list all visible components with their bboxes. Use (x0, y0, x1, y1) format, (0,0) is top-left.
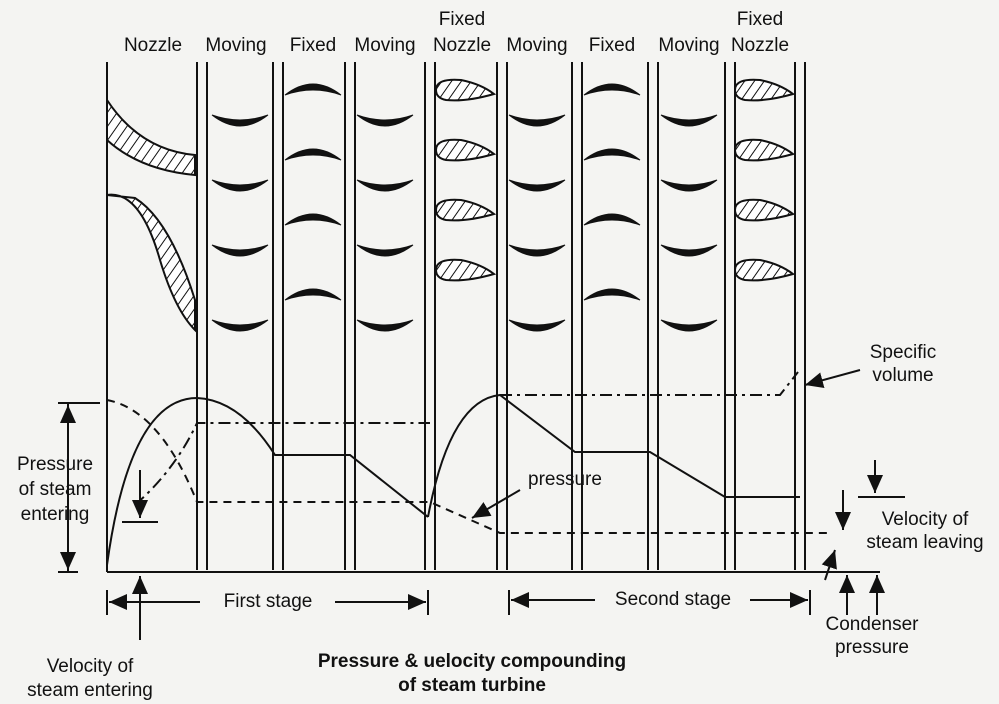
annotation: Pressure (17, 454, 93, 475)
blade (508, 244, 566, 257)
column-label: Fixed (737, 9, 783, 30)
nozzle-blade (434, 78, 497, 102)
annotation: Second stage (615, 589, 731, 610)
nozzle-blade (733, 138, 796, 162)
blade (356, 244, 414, 257)
blade (508, 179, 566, 192)
column-label: Fixed (589, 35, 635, 56)
blade (660, 244, 718, 257)
blade (660, 319, 718, 332)
annotation: volume (872, 365, 933, 386)
blade (583, 288, 641, 301)
nozzle-blade (434, 198, 497, 222)
blade (211, 319, 269, 332)
blade (508, 114, 566, 127)
nozzle-blade (434, 138, 497, 162)
blade (284, 148, 342, 161)
annotation: pressure (835, 637, 909, 658)
annotation: Specific (870, 342, 937, 363)
blade (211, 244, 269, 257)
blade (284, 288, 342, 301)
blade (284, 83, 342, 96)
caption: of steam turbine (398, 675, 546, 696)
annotation: entering (21, 504, 90, 525)
nozzle-blade (434, 258, 497, 282)
blade (583, 148, 641, 161)
column-label: Moving (506, 35, 567, 56)
column-label: Nozzle (433, 35, 491, 56)
annotation: Velocity of (882, 509, 969, 530)
nozzle-blade (733, 198, 796, 222)
annotation: First stage (224, 591, 313, 612)
annotation: steam entering (27, 680, 153, 701)
blade (508, 319, 566, 332)
blade (660, 179, 718, 192)
column-label: Fixed (439, 9, 485, 30)
blade (583, 213, 641, 226)
blade (356, 114, 414, 127)
blade (211, 114, 269, 127)
nozzle-blade (733, 258, 796, 282)
annotation: pressure (528, 469, 602, 490)
blade (356, 319, 414, 332)
blade (660, 114, 718, 127)
caption: Pressure & uelocity compounding (318, 651, 626, 672)
blade (284, 213, 342, 226)
annotation: steam leaving (866, 532, 983, 553)
column-label: Nozzle (124, 35, 182, 56)
blade (356, 179, 414, 192)
blade (583, 83, 641, 96)
nozzle-blade (733, 78, 796, 102)
annotation: Velocity of (47, 656, 134, 677)
column-label: Moving (205, 35, 266, 56)
annotation: of steam (19, 479, 92, 500)
column-label: Nozzle (731, 35, 789, 56)
turbine-drawing (58, 62, 905, 640)
column-label: Moving (658, 35, 719, 56)
column-label: Moving (354, 35, 415, 56)
annotation: Condenser (826, 614, 920, 635)
blade (211, 179, 269, 192)
column-label: Fixed (290, 35, 336, 56)
